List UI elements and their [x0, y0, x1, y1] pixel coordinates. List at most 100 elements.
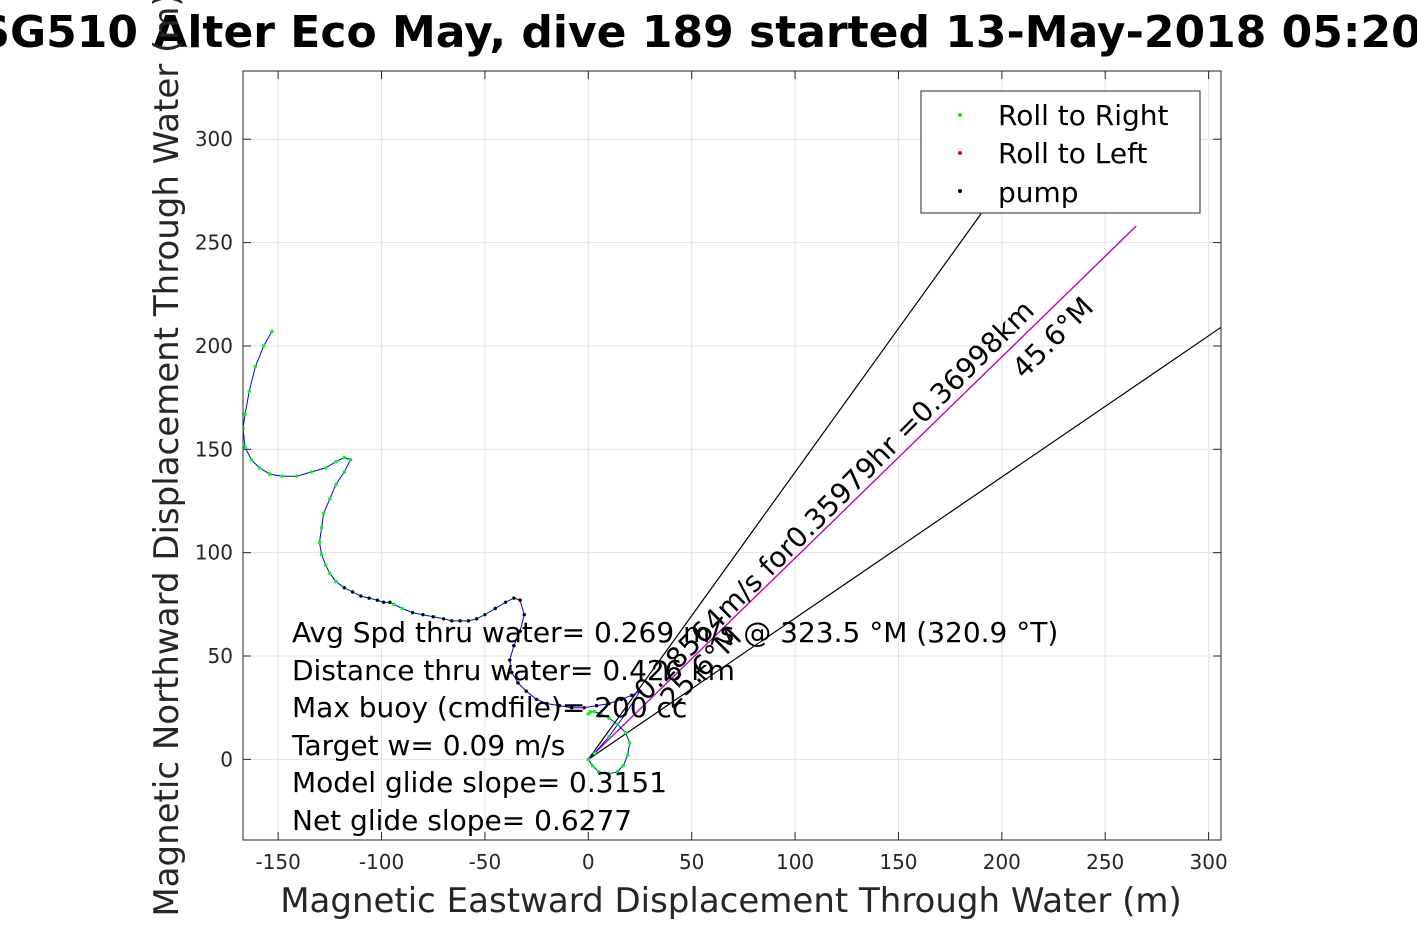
pump-point	[450, 619, 454, 623]
pump-point	[535, 697, 539, 702]
roll-right-point	[247, 389, 252, 394]
stat-net-glide: Net glide slope= 0.6277	[292, 804, 632, 837]
y-tick-label: 100	[195, 541, 233, 565]
x-tick-label: 250	[1086, 850, 1124, 874]
legend-label-pump: pump	[998, 176, 1079, 209]
axis-ticks: -150 -100 -50 0 50 100 150 200 250 300 0 50 100 150 20…	[195, 71, 1228, 874]
roll-right-point	[257, 466, 262, 470]
pump-point	[524, 689, 528, 693]
legend-label-roll-right: Roll to Right	[998, 99, 1169, 132]
y-tick-label: 250	[195, 231, 233, 255]
roll-right-point	[596, 769, 601, 774]
y-tick-label: 0	[220, 747, 233, 771]
pump-point	[388, 600, 392, 604]
roll-right-point	[586, 712, 591, 716]
y-tick-label: 200	[195, 334, 233, 358]
pump-point	[512, 644, 516, 648]
cone-line-2	[587, 326, 1221, 760]
data-layer	[243, 213, 1221, 776]
y-tick-label: 150	[195, 437, 233, 461]
pump-point	[516, 681, 520, 685]
roll-right-point	[294, 474, 299, 478]
roll-right-point	[268, 472, 272, 476]
pump-point	[594, 704, 599, 708]
x-tick-label: 300	[1190, 850, 1228, 874]
roll-right-point	[323, 466, 328, 470]
roll-right-point	[586, 757, 591, 762]
roll-right-point	[261, 344, 266, 348]
pump-point	[410, 611, 415, 615]
roll-right-point	[625, 753, 630, 758]
x-tick-label: -150	[255, 850, 300, 874]
pump-point	[582, 706, 586, 710]
pump-point	[375, 598, 379, 602]
y-tick-label: 50	[208, 644, 233, 668]
x-tick-label: -50	[469, 850, 502, 874]
roll-right-point	[342, 455, 347, 460]
pump-point	[475, 617, 479, 621]
legend: Roll to Right Roll to Left pump	[920, 90, 1201, 214]
roll-right-point	[348, 457, 353, 462]
roll-right-point	[328, 571, 332, 576]
pump-point	[570, 706, 574, 710]
roll-right-point	[334, 482, 338, 487]
pump-point	[557, 704, 561, 708]
roll-right-point	[342, 470, 347, 474]
stat-max-buoy: Max buoy (cmdfile)= 200 cc	[292, 691, 687, 724]
pump-point	[518, 598, 522, 602]
roll-right-point	[334, 579, 338, 584]
roll-right-point	[309, 470, 314, 474]
pump-point	[421, 613, 425, 617]
pump-point	[350, 590, 355, 594]
pump-point	[638, 689, 642, 693]
chart-title: SG510 Alter Eco May, dive 189 started 13…	[0, 7, 1417, 58]
roll-right-point	[280, 474, 285, 478]
roll-right-point	[592, 710, 597, 714]
x-tick-label: 0	[582, 850, 595, 874]
pump-point	[512, 596, 516, 600]
stat-target-w: Target w= 0.09 m/s	[291, 729, 565, 762]
legend-marker-pump	[958, 189, 962, 193]
x-tick-label: 150	[879, 850, 917, 874]
pump-point	[619, 697, 623, 702]
roll-right-point	[253, 364, 258, 369]
roll-right-point	[323, 563, 328, 567]
roll-right-point	[317, 540, 322, 545]
roll-right-point	[321, 511, 326, 516]
pump-point	[607, 701, 611, 706]
roll-right-point	[627, 741, 632, 745]
roll-right-point	[607, 734, 611, 739]
x-tick-label: 50	[679, 850, 704, 874]
roll-right-point	[334, 459, 338, 464]
legend-box	[920, 90, 1201, 214]
roll-right-point	[590, 763, 595, 768]
pump-point	[522, 613, 526, 617]
roll-right-point	[319, 526, 324, 530]
pump-point	[493, 606, 497, 611]
roll-right-point	[607, 716, 611, 720]
pump-point	[367, 596, 371, 600]
pump-point	[359, 594, 363, 598]
pump-point	[630, 693, 634, 697]
roll-right-point	[243, 412, 247, 416]
roll-right-point	[598, 712, 603, 716]
roll-right-point	[615, 722, 620, 727]
roll-right-point	[392, 602, 396, 607]
pump-point	[518, 629, 522, 633]
legend-label-roll-left: Roll to Left	[998, 137, 1147, 170]
legend-marker-roll-right	[958, 113, 962, 117]
pump-point	[441, 617, 446, 621]
roll-right-point	[328, 497, 332, 501]
roll-right-point	[400, 606, 405, 611]
pump-point	[342, 586, 346, 590]
roll-right-point	[623, 712, 628, 716]
pump-point	[466, 619, 470, 623]
stat-model-glide: Model glide slope= 0.3151	[292, 766, 667, 799]
x-tick-label: 100	[776, 850, 814, 874]
plot-frame	[242, 70, 1222, 841]
y-axis-label: Magnetic Northward Displacement Through …	[147, 0, 187, 917]
roll-right-point	[592, 751, 597, 755]
roll-right-point	[249, 457, 254, 462]
cone-line-1	[587, 213, 982, 760]
